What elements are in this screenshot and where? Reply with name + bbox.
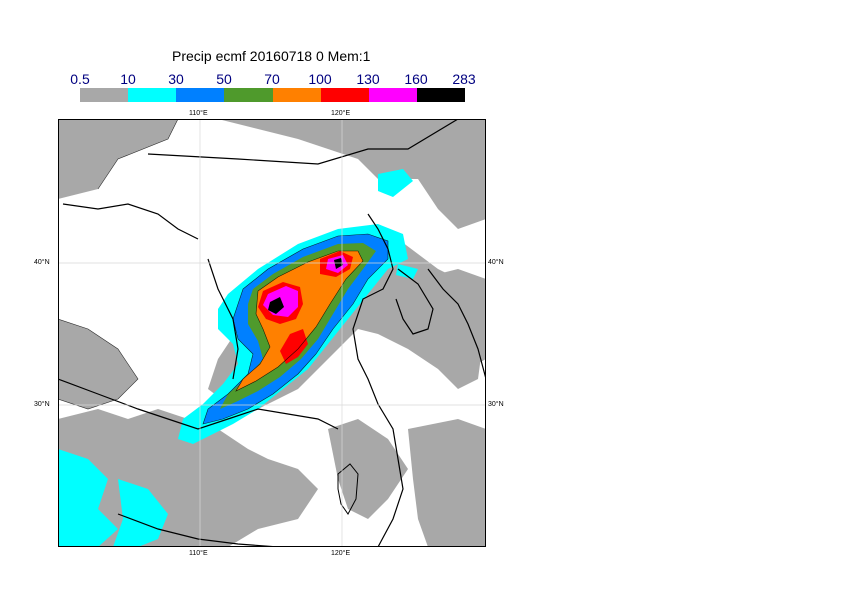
top-lon-label-110: 110°E [189, 110, 208, 117]
colorbar-label-7: 130 [356, 71, 380, 87]
precipitation-map [58, 119, 486, 547]
colorbar-label-2: 10 [120, 71, 136, 87]
plot-title: Precip ecmf 20160718 0 Mem:1 [172, 48, 371, 64]
right-lat-label-30: 30°N [488, 401, 504, 408]
left-lat-label-30: 30°N [34, 401, 50, 408]
colorbar-swatch-4 [224, 88, 273, 102]
colorbar-label-6: 100 [308, 71, 332, 87]
colorbar-label-4: 50 [216, 71, 232, 87]
precip-contour-lines [58, 119, 389, 425]
precip-field-orange [236, 251, 363, 391]
colorbar-swatch-6 [320, 88, 369, 102]
colorbar [80, 88, 465, 102]
top-lon-label-120: 120°E [331, 110, 351, 117]
colorbar-swatch-3 [176, 88, 225, 102]
colorbar-swatch-8 [416, 88, 465, 102]
left-lat-label-40: 40°N [34, 259, 50, 266]
colorbar-label-9: 283 [452, 71, 476, 87]
graticule [58, 119, 486, 547]
colorbar-label-8: 160 [404, 71, 428, 87]
colorbar-swatch-5 [272, 88, 321, 102]
bottom-lon-label-110: 110°E [189, 550, 208, 557]
colorbar-label-5: 70 [264, 71, 280, 87]
precip-field-black [268, 258, 343, 314]
coastline-and-borders [58, 119, 486, 547]
colorbar-swatch-1 [80, 88, 129, 102]
right-lat-label-40: 40°N [488, 259, 504, 266]
bottom-lon-label-120: 120°E [331, 550, 351, 557]
colorbar-label-1: 0.5 [70, 71, 90, 87]
colorbar-label-3: 30 [168, 71, 184, 87]
colorbar-swatch-2 [128, 88, 177, 102]
colorbar-swatch-7 [368, 88, 417, 102]
map-frame [58, 119, 486, 547]
